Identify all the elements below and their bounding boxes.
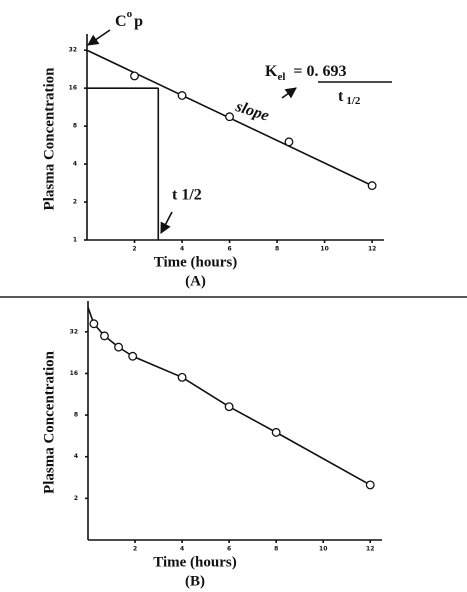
y-tick-label: 16 <box>69 85 77 92</box>
kel-sub: el <box>277 71 285 83</box>
y-tick-label: 32 <box>69 47 77 54</box>
panel-label: (B) <box>185 573 205 589</box>
data-point <box>100 331 109 341</box>
data-point <box>225 112 235 122</box>
y-tick-label: 16 <box>70 370 78 377</box>
x-tick-label: 12 <box>368 246 376 253</box>
data-point <box>365 480 375 490</box>
x-axis-label: Time (hours) <box>154 254 237 270</box>
arrow <box>87 29 111 46</box>
kel-label: Kel = 0. 693 <box>265 63 347 83</box>
slope-label: slope <box>233 98 271 125</box>
data-point <box>284 137 294 147</box>
data-point <box>367 181 377 191</box>
arrow <box>160 211 173 234</box>
data-point <box>224 402 234 412</box>
x-tick-label: 6 <box>227 246 231 253</box>
c0p-label: Co p <box>115 8 143 30</box>
data-point <box>114 342 124 352</box>
arrow <box>281 87 297 99</box>
data-point <box>177 372 187 382</box>
x-tick-label: 10 <box>320 246 328 253</box>
x-tick-label: 8 <box>275 246 279 253</box>
x-tick-label: 6 <box>227 546 231 553</box>
y-axis-label: Plasma Concentration <box>41 350 57 494</box>
panel-label: (A) <box>185 273 206 289</box>
kel-k: K <box>265 63 278 80</box>
x-tick-label: 4 <box>180 546 184 553</box>
y-tick-label: 2 <box>74 495 78 502</box>
y-axis-label: Plasma Concentration <box>41 67 57 211</box>
y-tick-label: 4 <box>74 453 78 460</box>
y-tick-label: 8 <box>73 123 77 130</box>
kel-rhs: = 0. 693 <box>293 63 346 80</box>
y-tick-label: 8 <box>74 412 78 419</box>
x-axis-label: Time (hours) <box>153 554 236 570</box>
y-tick-label: 2 <box>73 199 77 206</box>
c0p-sub: p <box>134 13 143 30</box>
x-tick-label: 4 <box>180 246 184 253</box>
y-tick-label: 32 <box>70 328 78 335</box>
y-tick-label: 1 <box>73 237 77 244</box>
data-point <box>89 319 99 329</box>
data-point <box>130 71 139 81</box>
x-tick-label: 12 <box>366 546 374 553</box>
y-tick-label: 4 <box>73 161 77 168</box>
data-point <box>271 427 281 437</box>
kel-t: t <box>338 88 344 105</box>
x-tick-label: 10 <box>319 546 327 553</box>
data-point <box>177 91 187 100</box>
x-tick-label: 2 <box>132 246 136 253</box>
x-tick-label: 8 <box>274 546 278 553</box>
x-tick-label: 2 <box>133 546 137 553</box>
data-point <box>128 351 138 361</box>
fit-line <box>87 307 371 486</box>
c0p-base: C <box>115 13 127 30</box>
t-half-label: t 1/2 <box>172 187 202 204</box>
kel-den: t 1/2 <box>338 88 361 107</box>
kel-t-sub: 1/2 <box>346 95 361 107</box>
c0p-sup: o <box>127 8 133 20</box>
